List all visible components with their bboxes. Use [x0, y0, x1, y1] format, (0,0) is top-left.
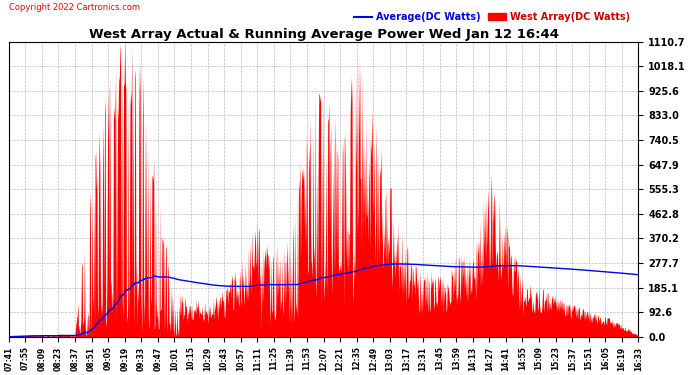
Legend: Average(DC Watts), West Array(DC Watts): Average(DC Watts), West Array(DC Watts)	[351, 8, 633, 26]
Text: Copyright 2022 Cartronics.com: Copyright 2022 Cartronics.com	[9, 3, 139, 12]
Title: West Array Actual & Running Average Power Wed Jan 12 16:44: West Array Actual & Running Average Powe…	[88, 27, 559, 40]
